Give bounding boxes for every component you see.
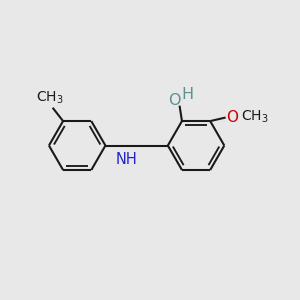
Text: NH: NH (116, 152, 138, 167)
Text: CH$_3$: CH$_3$ (241, 109, 269, 125)
Text: O: O (168, 93, 181, 108)
Text: CH$_3$: CH$_3$ (37, 89, 64, 106)
Text: H: H (181, 87, 193, 102)
Text: O: O (226, 110, 238, 125)
